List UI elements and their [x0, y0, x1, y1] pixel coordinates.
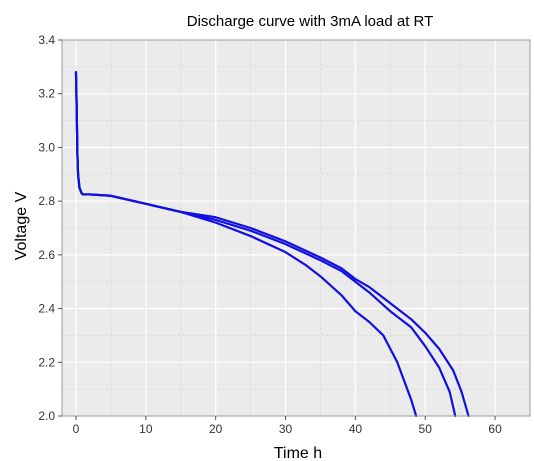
- x-tick-label: 10: [139, 422, 153, 436]
- plot-frame: [61, 39, 531, 417]
- x-tick-label: 40: [349, 422, 363, 436]
- y-axis-label: Voltage V: [13, 191, 30, 260]
- x-tick-label: 30: [279, 422, 293, 436]
- x-axis: 0 10 20 30 40 50 60: [73, 416, 502, 436]
- y-tick-label: 3.4: [38, 33, 55, 47]
- x-tick-label: 20: [209, 422, 223, 436]
- y-tick-label: 2.4: [38, 302, 55, 316]
- y-tick-label: 3.0: [38, 140, 55, 154]
- y-tick-label: 3.2: [38, 87, 55, 101]
- y-tick-label: 2.6: [38, 248, 55, 262]
- x-tick-label: 0: [73, 422, 80, 436]
- series-line-3: [74, 71, 470, 418]
- x-tick-label: 50: [419, 422, 433, 436]
- y-tick-label: 2.0: [38, 409, 55, 423]
- y-axis: 2.0 2.2 2.4 2.6 2.8 3.0 3.2 3.4: [38, 33, 62, 423]
- x-axis-label: Time h: [274, 445, 322, 461]
- series-layer: [74, 71, 470, 418]
- y-tick-label: 2.2: [38, 355, 55, 369]
- x-tick-label: 60: [488, 422, 502, 436]
- y-tick-label: 2.8: [38, 194, 55, 208]
- chart-title: Discharge curve with 3mA load at RT: [187, 13, 434, 30]
